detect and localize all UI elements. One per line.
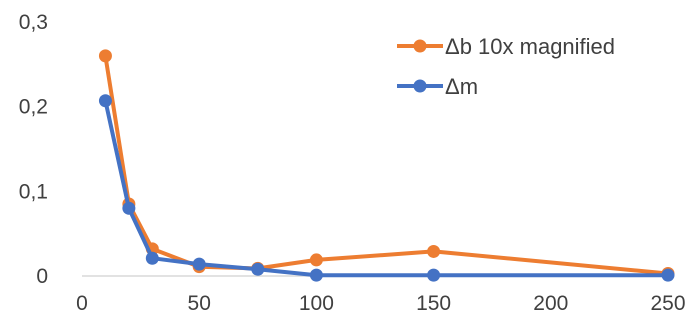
series-line [103,98,670,278]
data-point [661,268,675,282]
x-axis-ticks: 0 50 100 150 200 250 [76,292,685,315]
x-tick-label: 200 [533,292,568,315]
data-point [98,49,112,63]
data-point [427,268,441,282]
data-point [427,244,441,258]
legend: Δb 10x magnified Δm [397,34,615,99]
x-tick-label: 0 [76,292,88,315]
x-tick-label: 100 [299,292,334,315]
data-point [122,201,136,215]
legend-swatch-marker [413,79,427,93]
x-tick-label: 50 [188,292,211,315]
y-tick-label: 0,1 [19,180,48,203]
data-point [251,262,265,276]
x-tick-label: 150 [416,292,451,315]
series-line [103,53,670,276]
y-axis-ticks: 0 0,1 0,2 0,3 [19,11,48,288]
legend-label: Δm [445,74,478,99]
legend-item: Δm [397,74,478,99]
data-point [98,94,112,108]
data-point [145,251,159,265]
legend-swatch-marker [413,39,427,53]
series-0 [98,49,675,280]
series-1 [98,94,675,282]
y-tick-label: 0,2 [19,96,48,119]
legend-item: Δb 10x magnified [397,34,615,59]
y-tick-label: 0,3 [19,11,48,34]
data-point [192,257,206,271]
data-point [309,253,323,267]
series-layer [98,49,675,282]
legend-label: Δb 10x magnified [445,34,615,59]
data-point [309,268,323,282]
y-tick-label: 0 [36,265,48,288]
x-tick-label: 250 [650,292,685,315]
